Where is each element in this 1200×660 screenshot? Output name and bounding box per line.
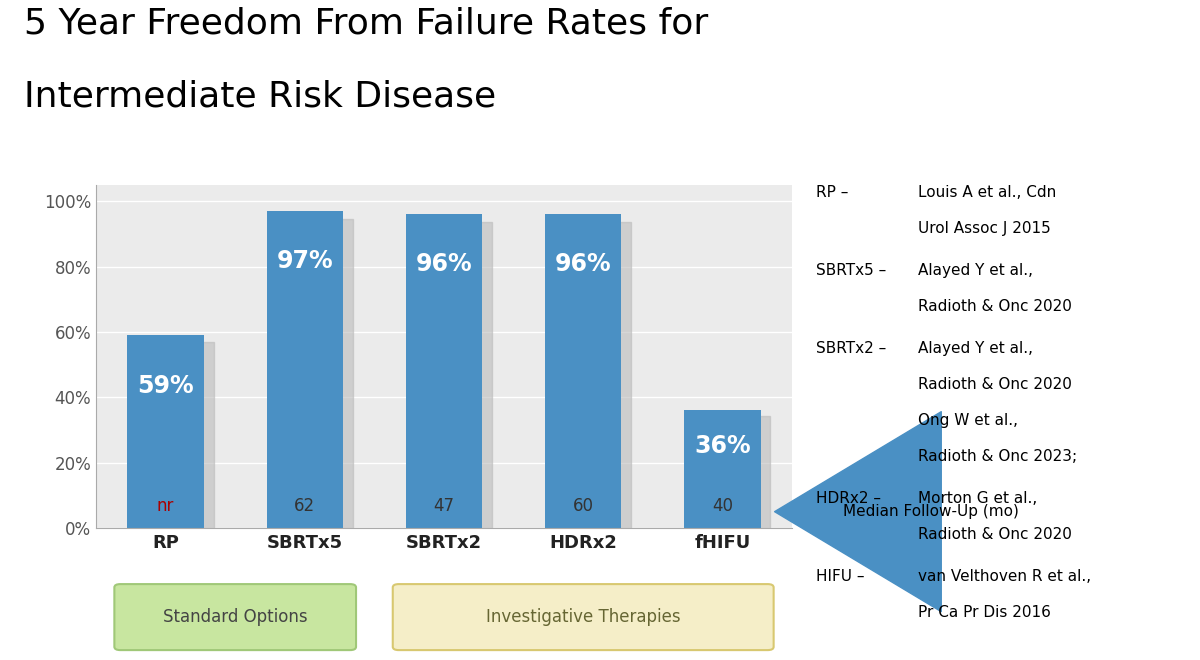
Text: Radioth & Onc 2020: Radioth & Onc 2020 — [918, 299, 1072, 314]
Text: van Velthoven R et al.,: van Velthoven R et al., — [918, 569, 1091, 584]
Bar — [694, 416, 770, 533]
Text: Ong W et al.,: Ong W et al., — [918, 413, 1018, 428]
Text: Alayed Y et al.,: Alayed Y et al., — [918, 263, 1033, 278]
Text: Radioth & Onc 2020: Radioth & Onc 2020 — [918, 377, 1072, 392]
Bar — [684, 411, 761, 528]
Text: Morton G et al.,: Morton G et al., — [918, 491, 1037, 506]
Bar — [554, 222, 631, 533]
Bar — [127, 335, 204, 528]
Text: 59%: 59% — [137, 374, 194, 398]
Text: SBRTx2 –: SBRTx2 – — [816, 341, 887, 356]
Bar — [406, 214, 482, 528]
Text: Standard Options: Standard Options — [163, 608, 307, 626]
Bar — [415, 222, 492, 533]
Text: 36%: 36% — [694, 434, 751, 458]
Text: Radioth & Onc 2020: Radioth & Onc 2020 — [918, 527, 1072, 543]
Text: Pr Ca Pr Dis 2016: Pr Ca Pr Dis 2016 — [918, 605, 1051, 620]
Text: HDRx2 –: HDRx2 – — [816, 491, 881, 506]
Text: Radioth & Onc 2023;: Radioth & Onc 2023; — [918, 449, 1078, 465]
Text: Investigative Therapies: Investigative Therapies — [486, 608, 680, 626]
Text: 97%: 97% — [276, 249, 334, 273]
Text: 96%: 96% — [415, 252, 473, 276]
FancyArrowPatch shape — [774, 412, 941, 612]
Text: 96%: 96% — [554, 252, 612, 276]
Bar — [266, 211, 343, 528]
Text: Alayed Y et al.,: Alayed Y et al., — [918, 341, 1033, 356]
Text: HIFU –: HIFU – — [816, 569, 864, 584]
Text: SBRTx5 –: SBRTx5 – — [816, 263, 887, 278]
Bar — [137, 342, 214, 533]
Text: 40: 40 — [712, 497, 733, 515]
Text: 60: 60 — [572, 497, 594, 515]
Text: 47: 47 — [433, 497, 455, 515]
Text: Median Follow-Up (mo): Median Follow-Up (mo) — [844, 504, 1019, 519]
Text: RP –: RP – — [816, 185, 848, 200]
Text: Intermediate Risk Disease: Intermediate Risk Disease — [24, 79, 496, 114]
Bar — [276, 219, 353, 533]
Text: 5 Year Freedom From Failure Rates for: 5 Year Freedom From Failure Rates for — [24, 7, 708, 41]
Text: nr: nr — [157, 497, 174, 515]
Text: 62: 62 — [294, 497, 316, 515]
Text: Urol Assoc J 2015: Urol Assoc J 2015 — [918, 221, 1051, 236]
Text: Louis A et al., Cdn: Louis A et al., Cdn — [918, 185, 1056, 200]
Bar — [545, 214, 622, 528]
